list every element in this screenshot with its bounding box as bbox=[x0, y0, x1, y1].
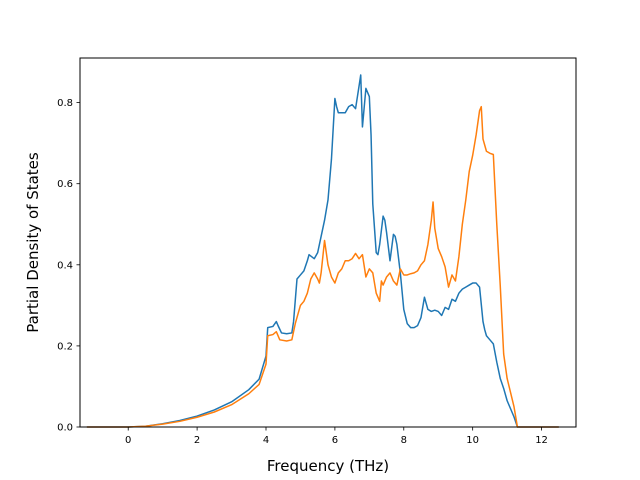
x-tick-label: 2 bbox=[194, 435, 200, 446]
series-layer bbox=[86, 74, 559, 428]
y-tick-label: 0.0 bbox=[57, 423, 73, 434]
y-tick-label: 0.2 bbox=[57, 341, 73, 352]
axes-frame bbox=[79, 57, 577, 428]
y-tick-label: 0.8 bbox=[57, 98, 73, 109]
x-tick-label: 8 bbox=[401, 435, 407, 446]
x-axis-label: Frequency (THz) bbox=[267, 457, 389, 475]
y-tick-label: 0.6 bbox=[57, 179, 73, 190]
x-tick-label: 10 bbox=[466, 435, 479, 446]
x-axis: 0 2 4 6 8 10 12 bbox=[125, 427, 548, 446]
x-tick-label: 0 bbox=[125, 435, 131, 446]
x-tick-label: 4 bbox=[263, 435, 269, 446]
x-tick-label: 12 bbox=[535, 435, 548, 446]
series-line-2 bbox=[86, 105, 559, 428]
x-tick-label: 6 bbox=[332, 435, 338, 446]
y-axis: 0.0 0.2 0.4 0.6 0.8 bbox=[57, 98, 80, 434]
series-line-1 bbox=[86, 74, 559, 428]
y-axis-label: Partial Density of States bbox=[24, 152, 42, 333]
y-tick-label: 0.4 bbox=[57, 260, 73, 271]
